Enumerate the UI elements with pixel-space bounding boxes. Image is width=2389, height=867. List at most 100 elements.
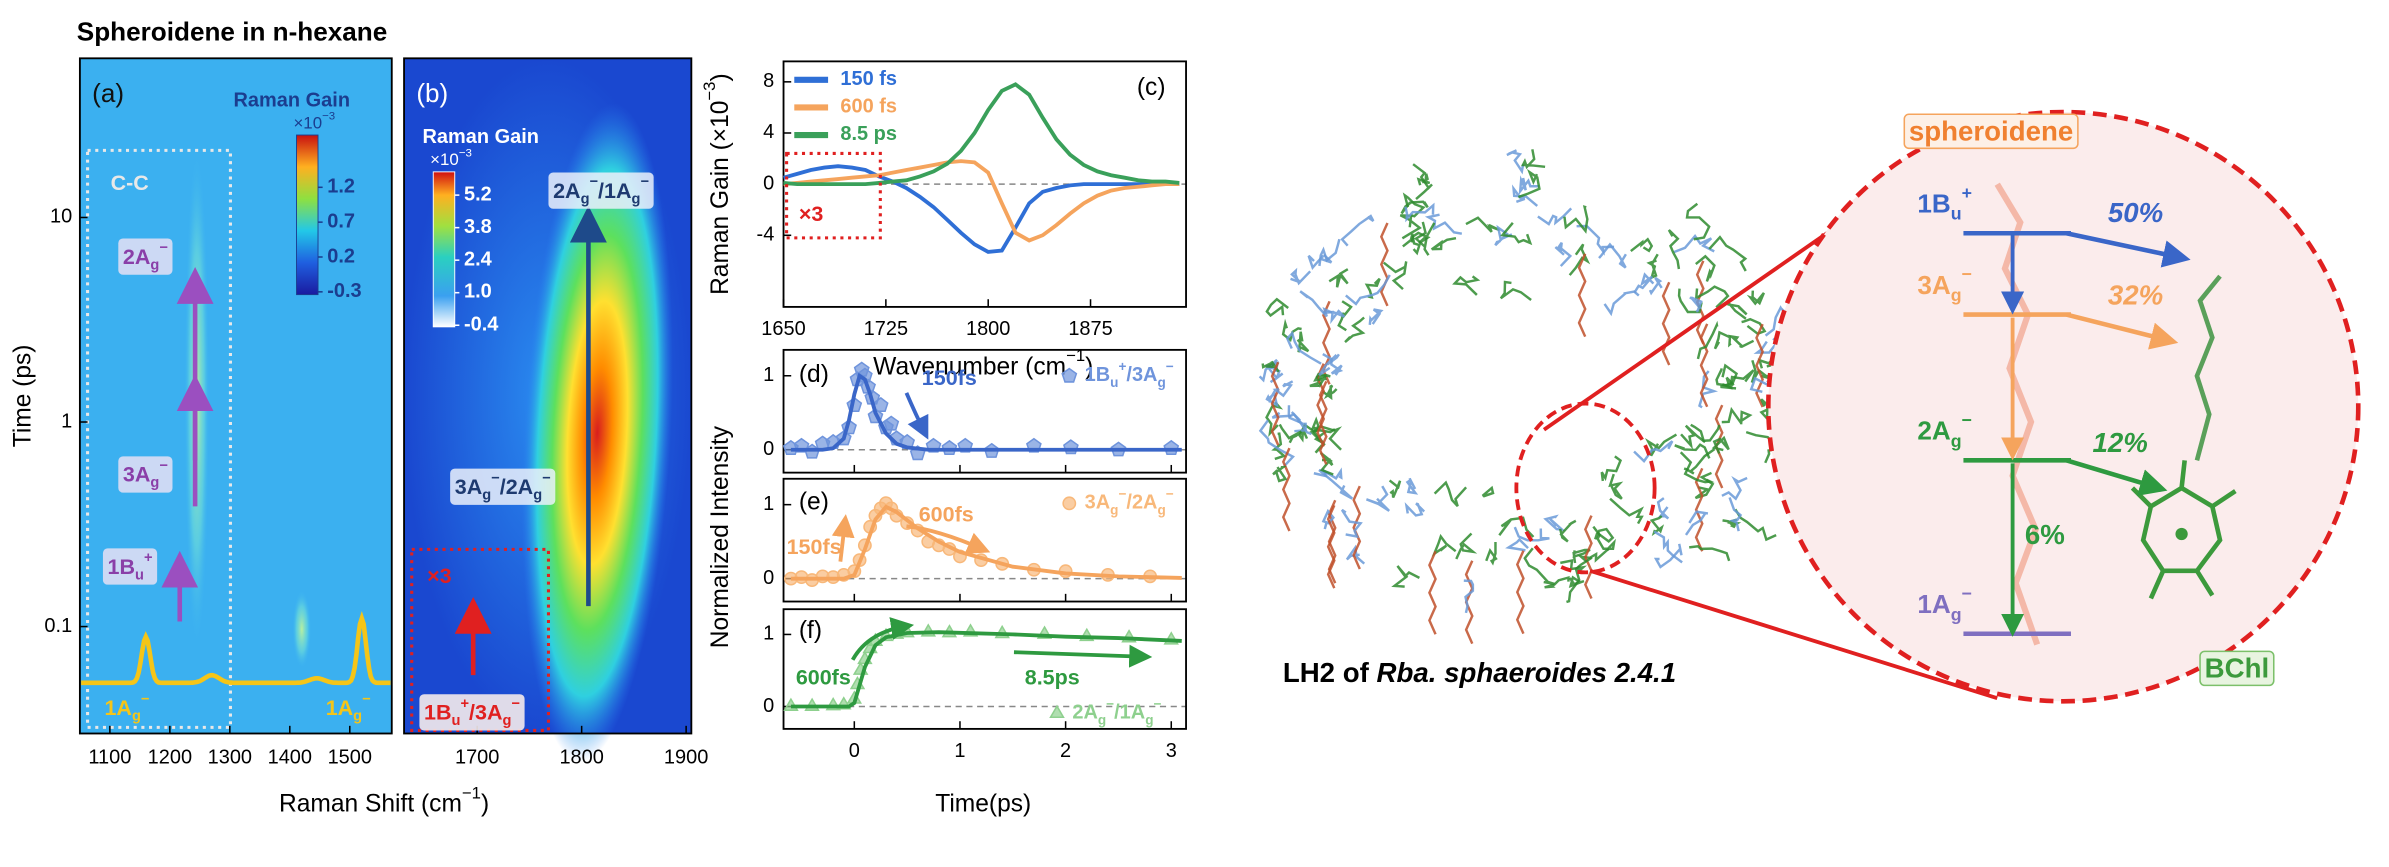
molecule-bond bbox=[1679, 451, 1715, 484]
colorbar-tick-label: -0.4 bbox=[464, 313, 498, 335]
x-tick-label: 1200 bbox=[148, 746, 192, 768]
bchl-bonds bbox=[2130, 460, 2237, 600]
y-tick-label: 0 bbox=[763, 567, 774, 589]
molecule-bond bbox=[1318, 380, 1328, 465]
annotation: 3Ag−/2Ag− bbox=[455, 470, 551, 503]
molecule-bond bbox=[1699, 323, 1709, 408]
molecule-bond bbox=[1412, 163, 1433, 200]
molecule-bond bbox=[1646, 253, 1659, 280]
point bbox=[1163, 439, 1180, 455]
molecule-bond bbox=[1402, 192, 1426, 218]
legend-swatch bbox=[1061, 367, 1078, 383]
caption-part: LH2 of bbox=[1283, 657, 1377, 688]
transfer-arrow bbox=[2065, 312, 2179, 350]
annotation: C-C bbox=[111, 171, 149, 195]
molecule-bond bbox=[1481, 485, 1495, 498]
molecule-bond bbox=[1485, 541, 1498, 566]
molecule-bond bbox=[1711, 435, 1730, 454]
molecule-bond bbox=[1345, 544, 1366, 565]
x-axis-label: Wavenumber (cm−1) bbox=[873, 347, 1093, 381]
colorbar-tick-label: 0.2 bbox=[327, 245, 355, 267]
annotation: ×3 bbox=[799, 202, 824, 226]
molecule-bond bbox=[1290, 267, 1312, 286]
molecule-bond bbox=[1391, 565, 1420, 588]
molecule-bond bbox=[1689, 544, 1731, 562]
molecule-bond bbox=[1505, 537, 1529, 552]
molecule-bond bbox=[1287, 405, 1312, 436]
line bbox=[790, 504, 1182, 581]
arrow bbox=[850, 617, 915, 661]
y-tick-label: 1 bbox=[763, 493, 774, 515]
caption-part: Rba. sphaeroides 2.4.1 bbox=[1377, 657, 1677, 688]
molecule-bond bbox=[1272, 466, 1288, 483]
transfer-percent: 50% bbox=[2108, 197, 2163, 228]
colorbar-title: Raman Gain bbox=[422, 126, 539, 148]
lh2-structure bbox=[1258, 149, 1799, 645]
molecule-bond bbox=[1696, 320, 1719, 360]
colorbar-title: Raman Gain bbox=[234, 90, 351, 112]
molecule-label: spheroidene bbox=[1909, 116, 2073, 147]
legend-swatch bbox=[1062, 496, 1077, 511]
legend-label: 150 fs bbox=[840, 68, 897, 90]
state-label: 3Ag− bbox=[1917, 264, 1972, 305]
molecule-bond bbox=[1698, 370, 1719, 409]
label-box bbox=[118, 456, 173, 493]
y-tick-label: 8 bbox=[763, 70, 774, 92]
molecule-bond bbox=[1554, 242, 1573, 267]
transfer-arrow bbox=[2065, 230, 2191, 268]
colorbar-tick-label: 1.2 bbox=[327, 176, 355, 198]
molecule-bond bbox=[1404, 502, 1426, 517]
label-box bbox=[1903, 113, 2079, 150]
molecule-bond bbox=[1405, 477, 1419, 495]
molecule-bond bbox=[1690, 423, 1721, 442]
molecule-bond bbox=[1608, 473, 1624, 500]
plot-frame bbox=[78, 57, 393, 735]
x-tick-label: 0 bbox=[849, 740, 860, 762]
bchl-ring bbox=[2140, 485, 2223, 574]
molecule-bond bbox=[1319, 452, 1334, 476]
x-tick-label: 1800 bbox=[966, 318, 1010, 340]
plot-frame bbox=[403, 57, 693, 735]
molecule-bond bbox=[1558, 519, 1577, 543]
molecule-bond bbox=[1318, 353, 1340, 377]
molecule-bond bbox=[1512, 184, 1539, 207]
x-tick-label: 1300 bbox=[208, 746, 252, 768]
molecule-bond bbox=[1566, 556, 1593, 604]
molecule-bond bbox=[1583, 515, 1593, 599]
molecule-bond bbox=[1340, 214, 1375, 247]
molecule-bond bbox=[1715, 368, 1735, 388]
molecule-bond bbox=[1428, 550, 1437, 635]
annotation: 600fs bbox=[796, 665, 851, 689]
annotation: 1Bu+ bbox=[108, 550, 153, 583]
molecule-bond bbox=[1728, 497, 1743, 532]
molecule-bond bbox=[1708, 235, 1748, 272]
molecule-bond bbox=[1352, 485, 1362, 570]
molecule-bond bbox=[1340, 508, 1363, 539]
molecule-bond bbox=[1734, 508, 1777, 542]
molecule-bond bbox=[1404, 202, 1435, 223]
panel-label: (d) bbox=[799, 361, 829, 388]
y-tick-label: 0 bbox=[763, 438, 774, 460]
x-tick-label: 3 bbox=[1166, 740, 1177, 762]
molecule-bond bbox=[1630, 237, 1654, 253]
molecule-bond bbox=[1633, 440, 1674, 463]
molecule-bond bbox=[1684, 510, 1709, 536]
panel-label: (b) bbox=[416, 78, 448, 108]
annotation: 2Ag− bbox=[123, 240, 168, 273]
label-box bbox=[450, 468, 556, 505]
colorbar bbox=[432, 171, 456, 328]
molecule-bond bbox=[1383, 261, 1408, 291]
legend-label: 1Bu+/3Ag− bbox=[1085, 359, 1174, 390]
molecule-bond bbox=[1424, 213, 1463, 235]
molecule-bond bbox=[1365, 485, 1391, 512]
molecule-bond bbox=[1694, 285, 1730, 309]
transfer-arrow bbox=[2065, 458, 2168, 496]
molecule-bond bbox=[1388, 479, 1402, 498]
x-tick-label: 1900 bbox=[664, 746, 708, 768]
molecule-bond bbox=[1261, 360, 1280, 373]
molecule-bond bbox=[1577, 253, 1587, 338]
molecule-bond bbox=[1680, 424, 1706, 450]
x-tick-label: 2 bbox=[1060, 740, 1071, 762]
legend-label: 3Ag−/2Ag− bbox=[1085, 486, 1174, 517]
molecule-bond bbox=[1364, 277, 1381, 300]
